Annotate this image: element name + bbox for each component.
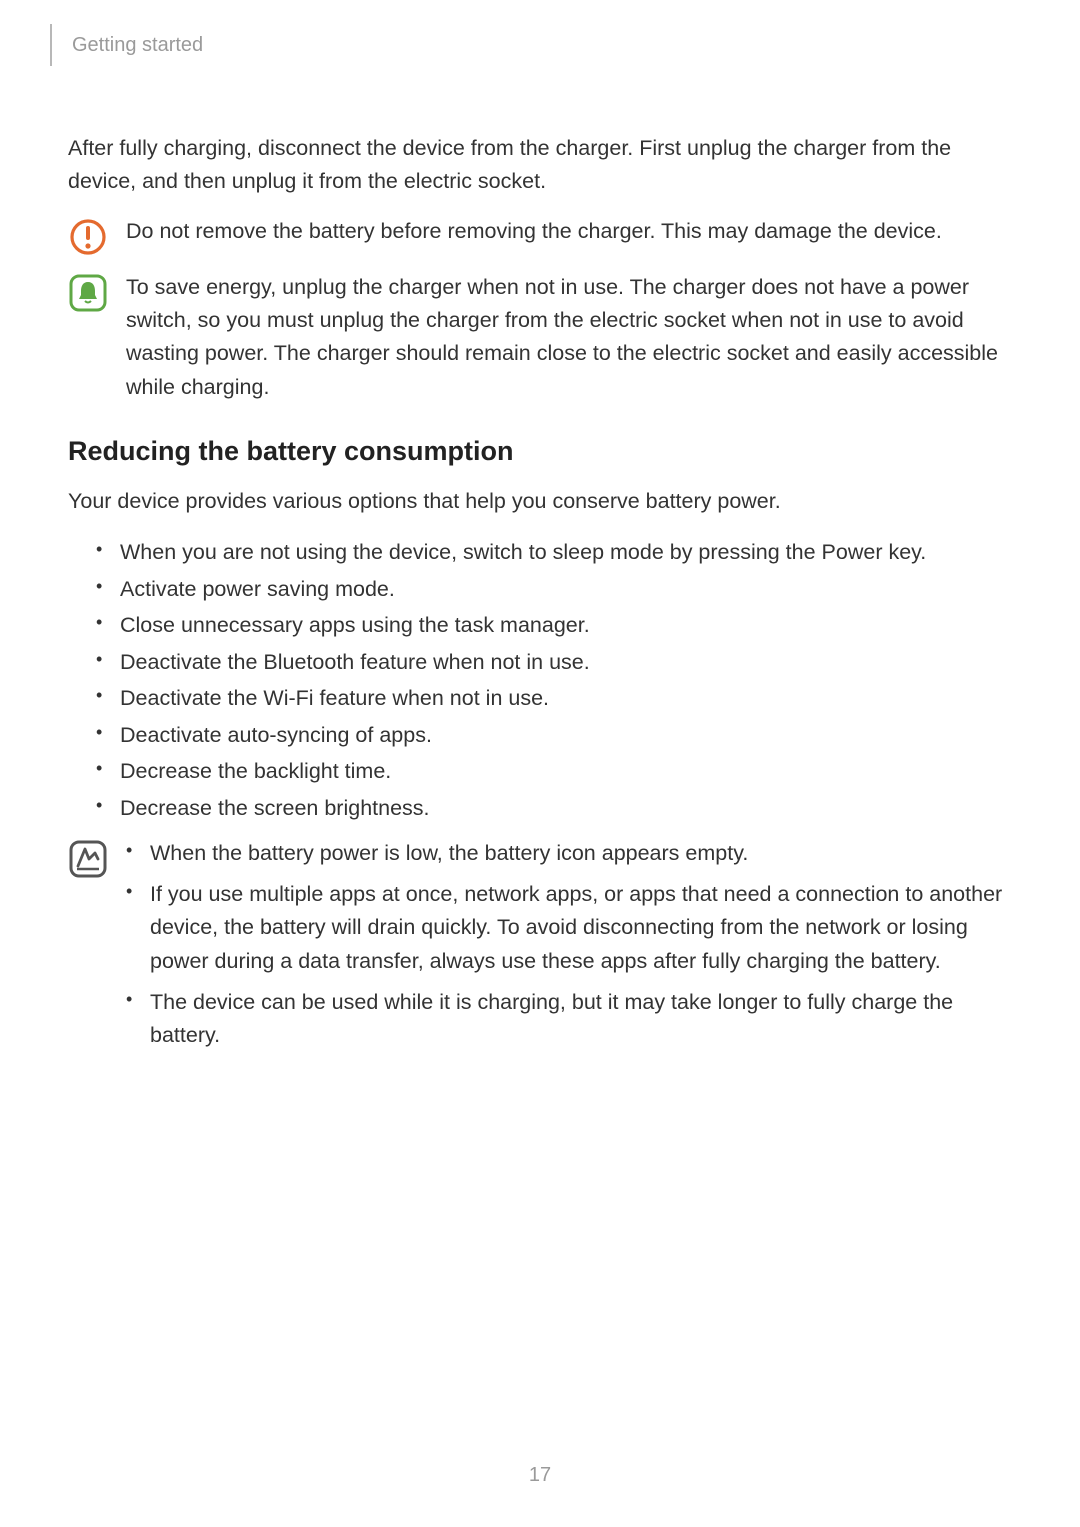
- note-list: When the battery power is low, the batte…: [126, 837, 1008, 1061]
- list-item: When the battery power is low, the batte…: [126, 837, 1008, 870]
- list-item: Decrease the backlight time.: [96, 753, 1008, 790]
- list-item: Deactivate the Wi-Fi feature when not in…: [96, 680, 1008, 717]
- tip-callout: To save energy, unplug the charger when …: [68, 271, 1008, 404]
- note-callout: When the battery power is low, the batte…: [68, 837, 1008, 1061]
- tip-text: To save energy, unplug the charger when …: [126, 271, 1008, 404]
- battery-tips-list: When you are not using the device, switc…: [68, 534, 1008, 826]
- sub-intro-paragraph: Your device provides various options tha…: [68, 485, 1008, 518]
- caution-icon: [68, 217, 108, 257]
- list-item: The device can be used while it is charg…: [126, 986, 1008, 1053]
- list-item: Activate power saving mode.: [96, 571, 1008, 608]
- list-item: When you are not using the device, switc…: [96, 534, 1008, 571]
- subheading: Reducing the battery consumption: [68, 436, 1008, 467]
- bell-icon: [68, 273, 108, 313]
- list-item: Deactivate auto-syncing of apps.: [96, 717, 1008, 754]
- list-item: Deactivate the Bluetooth feature when no…: [96, 644, 1008, 681]
- caution-text: Do not remove the battery before removin…: [126, 215, 1008, 248]
- header-line: Getting started: [50, 24, 1080, 66]
- page-header: Getting started: [0, 0, 1080, 66]
- caution-callout: Do not remove the battery before removin…: [68, 215, 1008, 257]
- header-tick: [50, 24, 52, 66]
- list-item: If you use multiple apps at once, networ…: [126, 878, 1008, 978]
- page-number: 17: [0, 1464, 1080, 1487]
- page-content: After fully charging, disconnect the dev…: [0, 66, 1080, 1060]
- list-item: Decrease the screen brightness.: [96, 790, 1008, 827]
- note-icon: [68, 839, 108, 879]
- list-item: Close unnecessary apps using the task ma…: [96, 607, 1008, 644]
- intro-paragraph: After fully charging, disconnect the dev…: [68, 132, 1008, 199]
- section-title: Getting started: [72, 34, 203, 57]
